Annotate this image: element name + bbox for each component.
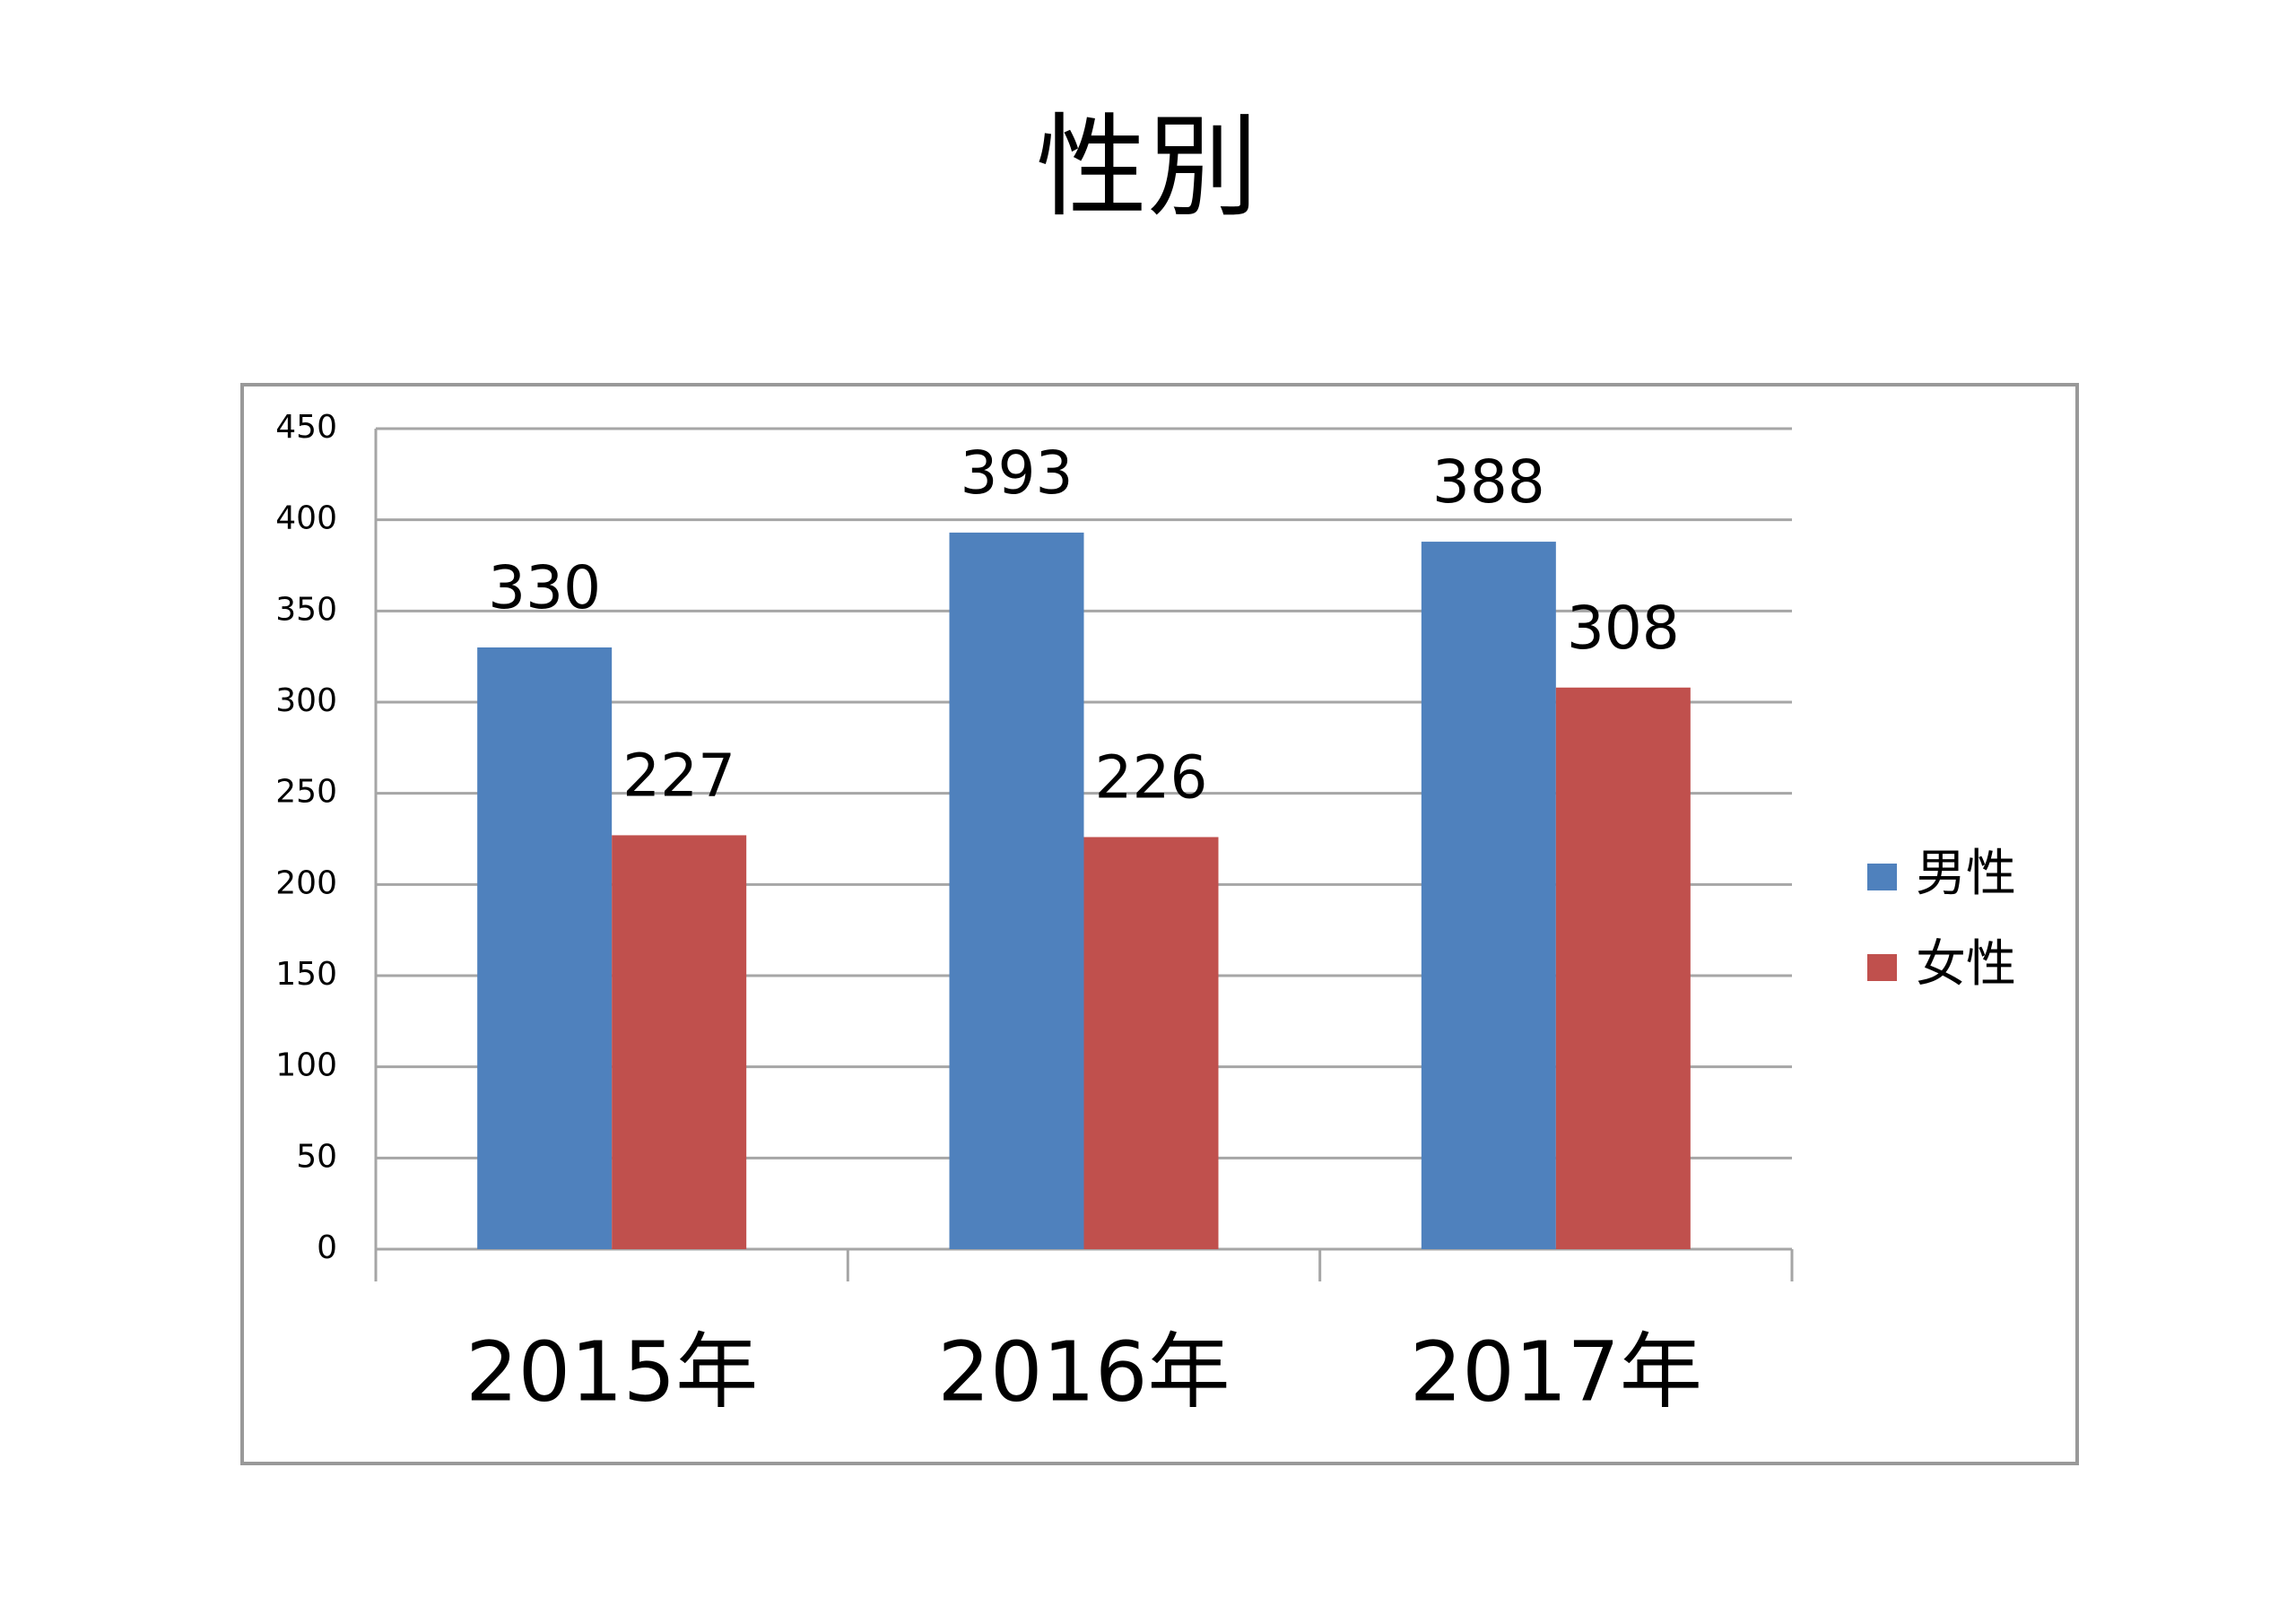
y-tick-label: 150 bbox=[275, 956, 337, 993]
chart-frame bbox=[240, 383, 2079, 1465]
y-tick-label: 450 bbox=[275, 409, 337, 446]
y-tick-label: 0 bbox=[317, 1229, 337, 1266]
bar bbox=[1421, 542, 1556, 1249]
legend-label: 男性 bbox=[1916, 845, 2016, 903]
data-label: 308 bbox=[1567, 594, 1680, 663]
bar bbox=[1555, 687, 1691, 1249]
data-label: 388 bbox=[1432, 447, 1545, 517]
y-tick-label: 400 bbox=[275, 500, 337, 537]
chart-title: 性別 bbox=[1036, 103, 1258, 232]
x-tick-label: 2015年 bbox=[465, 1324, 758, 1420]
data-label: 330 bbox=[488, 553, 601, 622]
bar bbox=[477, 647, 613, 1249]
legend-label: 女性 bbox=[1916, 935, 2016, 994]
bar bbox=[1083, 837, 1219, 1249]
data-label: 393 bbox=[961, 439, 1074, 508]
y-tick-label: 250 bbox=[275, 774, 337, 811]
y-tick-label: 50 bbox=[296, 1138, 337, 1175]
x-tick-label: 2017年 bbox=[1410, 1324, 1702, 1420]
bar bbox=[612, 835, 747, 1249]
x-tick-label: 2016年 bbox=[937, 1324, 1230, 1420]
data-label: 227 bbox=[622, 741, 735, 810]
y-tick-label: 300 bbox=[275, 682, 337, 719]
data-label: 226 bbox=[1095, 743, 1208, 812]
legend-swatch bbox=[1867, 954, 1897, 981]
y-tick-label: 200 bbox=[275, 864, 337, 901]
y-tick-label: 100 bbox=[275, 1047, 337, 1084]
legend-swatch bbox=[1867, 864, 1897, 890]
y-tick-label: 350 bbox=[275, 591, 337, 628]
bar bbox=[949, 532, 1084, 1249]
